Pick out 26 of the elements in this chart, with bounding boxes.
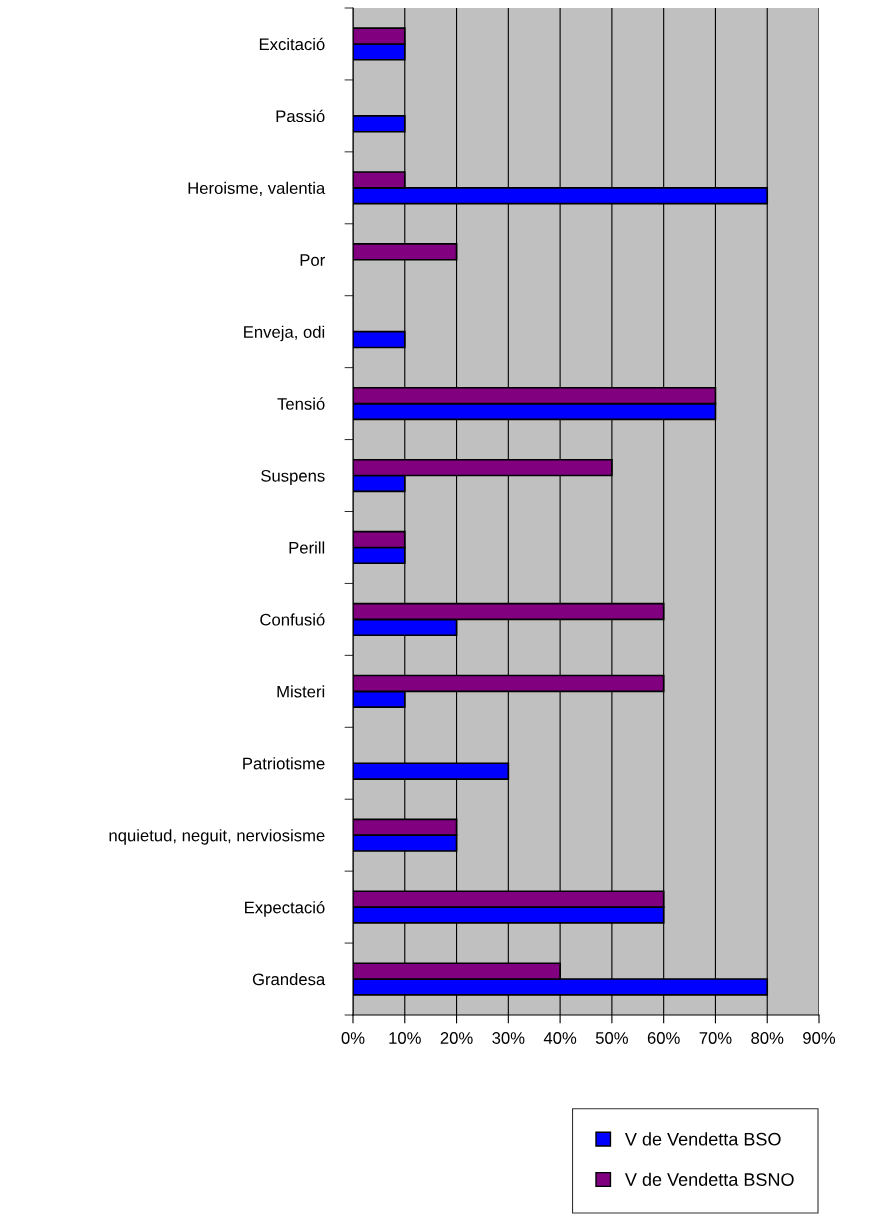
y-tick-label: Suspens — [261, 469, 325, 486]
x-tick-label: 20% — [440, 1032, 473, 1044]
y-tick-label: Misteri — [277, 685, 325, 698]
x-tick-label: 0% — [341, 1032, 365, 1044]
x-tick-label: 90% — [803, 1032, 836, 1044]
x-tick-label: 50% — [595, 1032, 628, 1044]
y-tick-label: Expectació — [245, 900, 325, 917]
y-tick-label: nquietud, neguit, nerviosisme — [109, 829, 325, 845]
y-tick-label: Heroisme, valentia — [188, 181, 326, 196]
y-tick-label: Grandesa — [252, 973, 326, 986]
x-tick-label: 10% — [389, 1032, 421, 1044]
y-tick-label: Tensió — [277, 397, 325, 410]
x-tick-label: 30% — [492, 1032, 525, 1044]
y-tick-label: Confusió — [260, 613, 325, 626]
y-tick-label: Enveja, odi — [244, 325, 325, 342]
legend-label: V de Vendetta BSO — [624, 1132, 781, 1146]
y-tick-label: Passió — [276, 109, 325, 123]
y-tick-label: Patriotisme — [243, 757, 325, 770]
x-tick-label: 40% — [543, 1032, 577, 1044]
y-tick-label: Excitació — [259, 37, 325, 51]
y-tick-label: Por — [300, 254, 325, 266]
y-tick-label: Perill — [289, 541, 325, 554]
x-tick-label: 60% — [647, 1032, 680, 1044]
x-tick-label: 80% — [751, 1032, 784, 1044]
x-tick-label: 70% — [699, 1032, 732, 1044]
legend-label: V de Vendetta BSNO — [624, 1172, 794, 1186]
